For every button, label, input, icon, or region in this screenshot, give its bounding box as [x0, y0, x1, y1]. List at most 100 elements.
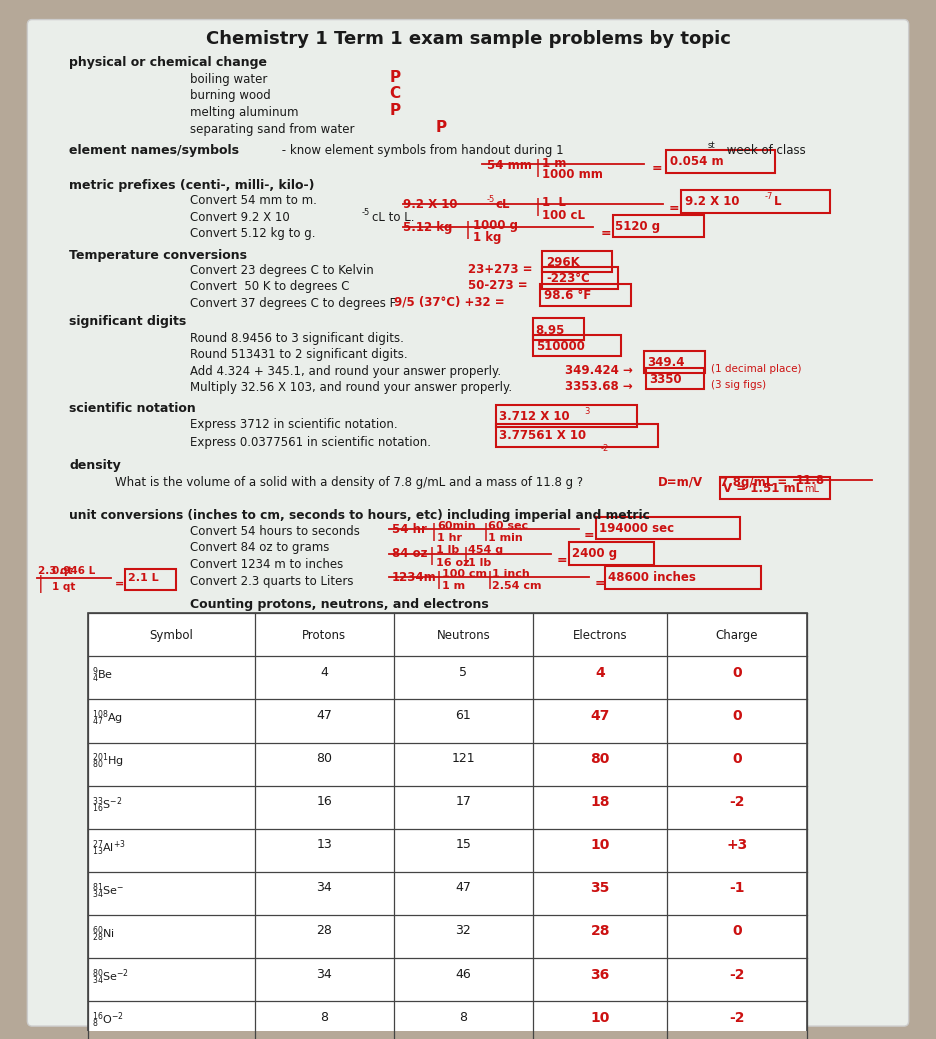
Text: Protons: Protons	[302, 629, 346, 642]
Text: 13: 13	[316, 838, 332, 851]
Text: 32: 32	[456, 925, 471, 937]
Text: 8.95: 8.95	[535, 323, 565, 337]
Text: 100 cL: 100 cL	[542, 209, 585, 221]
Bar	[681, 190, 830, 213]
Text: -2: -2	[729, 795, 745, 809]
Bar	[496, 424, 658, 447]
Text: Convert 9.2 X 10: Convert 9.2 X 10	[190, 211, 289, 223]
Text: |: |	[37, 576, 43, 593]
Bar	[646, 368, 704, 390]
Text: -2: -2	[601, 444, 609, 453]
Text: -1: -1	[729, 881, 745, 896]
Text: 1 hr: 1 hr	[437, 533, 462, 543]
Text: Symbol: Symbol	[149, 629, 193, 642]
Text: 16: 16	[316, 795, 332, 808]
Text: |: |	[483, 523, 489, 541]
Bar	[533, 335, 622, 356]
Text: 18: 18	[591, 795, 610, 809]
Text: st: st	[708, 140, 715, 150]
Text: V = 1.51 mL: V = 1.51 mL	[724, 482, 803, 495]
Text: 510000: 510000	[535, 340, 585, 353]
Text: -5: -5	[361, 208, 370, 216]
Text: 16 oz: 16 oz	[435, 558, 469, 567]
Text: -5: -5	[487, 195, 495, 205]
Bar	[124, 569, 176, 589]
Text: P: P	[389, 103, 401, 117]
Text: =: =	[584, 529, 594, 542]
Text: P: P	[389, 70, 401, 85]
Text: Electrons: Electrons	[573, 629, 627, 642]
Text: Round 8.9456 to 3 significant digits.: Round 8.9456 to 3 significant digits.	[190, 331, 403, 345]
Bar	[613, 215, 704, 237]
Text: 4: 4	[595, 666, 605, 680]
Text: 3353.68 →: 3353.68 →	[565, 380, 633, 393]
Text: 61: 61	[456, 709, 471, 722]
Text: Multiply 32.56 X 103, and round your answer properly.: Multiply 32.56 X 103, and round your ans…	[190, 381, 512, 394]
Text: =: =	[594, 578, 605, 590]
Text: 46: 46	[456, 967, 471, 981]
Text: 349.424 →: 349.424 →	[565, 364, 634, 377]
Text: unit conversions (inches to cm, seconds to hours, etc) including imperial and me: unit conversions (inches to cm, seconds …	[69, 509, 650, 523]
Text: 100 cm: 100 cm	[442, 569, 487, 579]
Text: P: P	[435, 121, 446, 135]
Text: 15: 15	[456, 838, 472, 851]
Text: 47: 47	[456, 881, 472, 895]
Text: 54 mm: 54 mm	[487, 159, 532, 172]
Text: 1 min: 1 min	[489, 533, 523, 543]
Text: 349.4: 349.4	[647, 356, 684, 370]
Text: |: |	[431, 523, 437, 541]
Text: -2: -2	[729, 967, 745, 982]
Text: Chemistry 1 Term 1 exam sample problems by topic: Chemistry 1 Term 1 exam sample problems …	[206, 30, 730, 48]
Text: 1 m: 1 m	[442, 582, 465, 591]
Text: 0: 0	[732, 709, 742, 723]
Text: Express 0.0377561 in scientific notation.: Express 0.0377561 in scientific notation…	[190, 435, 431, 449]
Text: |: |	[462, 548, 468, 565]
Text: 98.6 °F: 98.6 °F	[544, 289, 592, 301]
Text: |: |	[435, 571, 442, 589]
Text: 80: 80	[316, 752, 332, 765]
Text: 10: 10	[591, 838, 610, 852]
Text: 34: 34	[316, 967, 332, 981]
Text: Convert 2.3 quarts to Liters: Convert 2.3 quarts to Liters	[190, 576, 353, 588]
Text: 11.8: 11.8	[796, 474, 825, 486]
Text: $^{108}_{47}$Ag: $^{108}_{47}$Ag	[93, 709, 124, 728]
Text: melting aluminum: melting aluminum	[190, 106, 299, 118]
Text: C: C	[389, 86, 401, 102]
Text: -2: -2	[729, 1011, 745, 1024]
Text: 2400 g: 2400 g	[572, 548, 617, 560]
Bar	[596, 516, 739, 539]
Text: 36: 36	[591, 967, 610, 982]
Text: 5: 5	[460, 666, 467, 678]
Bar	[721, 477, 830, 499]
Text: 28: 28	[316, 925, 332, 937]
Text: 60min: 60min	[437, 521, 476, 531]
Text: -7: -7	[765, 192, 773, 202]
Text: 454 g: 454 g	[468, 545, 504, 556]
Text: 2.3 qt: 2.3 qt	[37, 566, 72, 576]
Text: =: =	[557, 554, 567, 566]
Text: 47: 47	[591, 709, 610, 723]
Text: 9.2 X 10: 9.2 X 10	[685, 195, 739, 208]
Bar	[644, 351, 705, 373]
Bar	[533, 318, 584, 340]
Text: 4: 4	[320, 666, 329, 678]
Text: 1 lb: 1 lb	[468, 558, 491, 567]
Text: Convert 84 oz to grams: Convert 84 oz to grams	[190, 541, 329, 555]
Bar	[542, 250, 612, 272]
Text: D=m/V: D=m/V	[658, 476, 703, 488]
Text: 0.946 L: 0.946 L	[52, 566, 95, 576]
Bar	[496, 405, 636, 427]
Text: =: =	[668, 203, 679, 215]
Text: density: density	[69, 459, 121, 472]
Text: 47: 47	[316, 709, 332, 722]
Text: 0: 0	[732, 666, 742, 680]
Text: 8: 8	[320, 1011, 329, 1023]
Text: cL to L.: cL to L.	[372, 211, 414, 223]
Text: 1234m: 1234m	[392, 571, 437, 584]
Text: Convert 54 mm to m.: Convert 54 mm to m.	[190, 194, 316, 207]
Text: 28: 28	[591, 925, 610, 938]
Text: Neutrons: Neutrons	[436, 629, 490, 642]
Text: 3: 3	[584, 407, 590, 416]
Text: (1 decimal place): (1 decimal place)	[711, 364, 801, 374]
Text: 0: 0	[732, 925, 742, 938]
